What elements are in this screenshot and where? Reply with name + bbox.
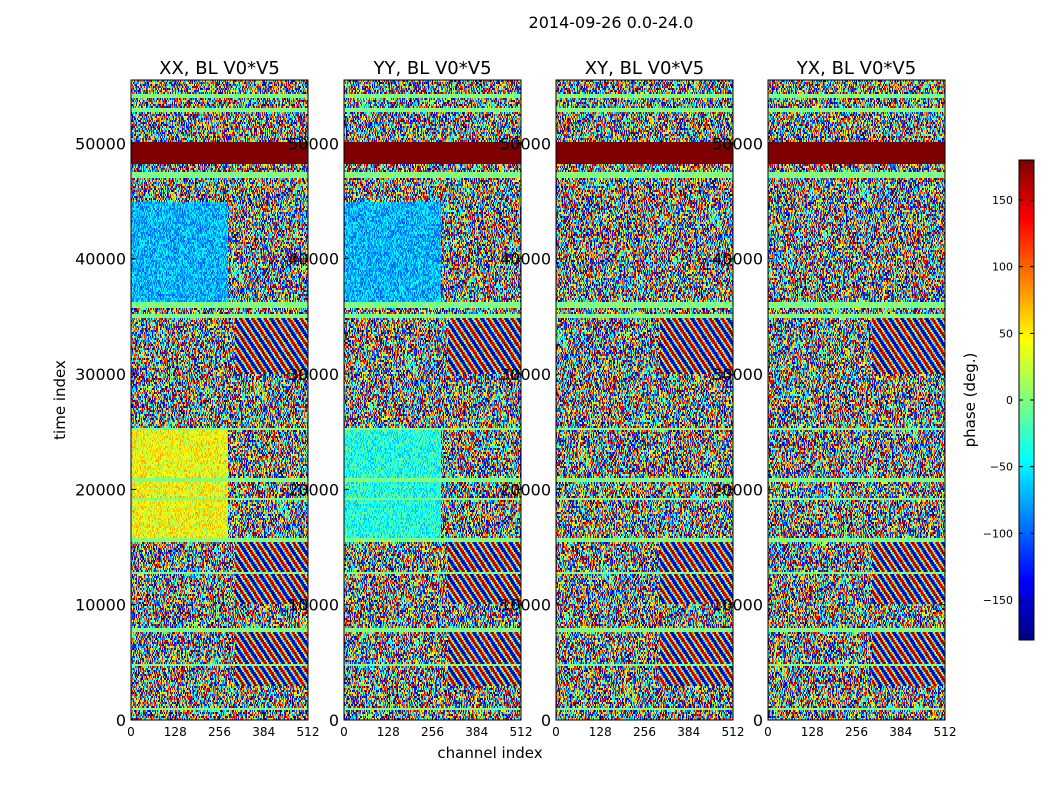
y-tick-label: 20000 <box>500 480 551 499</box>
colorbar-tick-label: 150 <box>992 194 1013 207</box>
panel-4: YX, BL V0*V5 0 128 256 384 512 0 10000 20000 3000… <box>712 58 956 739</box>
y-tick-label: 30000 <box>288 365 339 384</box>
x-tick-label: 384 <box>252 725 275 739</box>
x-tick-label: 128 <box>377 725 400 739</box>
x-tick-label: 384 <box>677 725 700 739</box>
chart-title: 2014-09-26 0.0-24.0 <box>529 13 694 32</box>
y-tick-label: 30000 <box>712 365 763 384</box>
y-tick-label: 40000 <box>75 250 126 269</box>
y-tick-label: 50000 <box>500 134 551 153</box>
x-tick-label: 0 <box>764 725 772 739</box>
y-tick-label: 10000 <box>712 596 763 615</box>
panel-title: XY, BL V0*V5 <box>585 58 704 79</box>
y-tick-label: 0 <box>753 711 763 730</box>
y-tick-label: 10000 <box>500 596 551 615</box>
colorbar-tick-label: 100 <box>992 261 1013 274</box>
y-tick-label: 0 <box>116 711 126 730</box>
colorbar-tick-label: 50 <box>999 327 1013 340</box>
y-tick-label: 20000 <box>288 480 339 499</box>
y-tick-label: 40000 <box>712 250 763 269</box>
x-tick-label: 0 <box>127 725 135 739</box>
x-tick-label: 256 <box>633 725 656 739</box>
x-tick-label: 128 <box>801 725 824 739</box>
colorbar: −150 −100 −50 0 50 100 150 phase (deg.) <box>961 159 1035 641</box>
x-axis-label: channel index <box>437 744 542 762</box>
colorbar-label: phase (deg.) <box>961 353 979 448</box>
panel-title: XX, BL V0*V5 <box>159 58 280 79</box>
y-tick-label: 20000 <box>712 480 763 499</box>
x-tick-label: 0 <box>340 725 348 739</box>
y-tick-label: 40000 <box>288 250 339 269</box>
y-tick-label: 50000 <box>75 134 126 153</box>
colorbar-tick-label: 0 <box>1006 394 1013 407</box>
y-tick-label: 50000 <box>288 134 339 153</box>
y-axis-label: time index <box>51 360 69 440</box>
x-tick-label: 512 <box>934 725 957 739</box>
x-tick-label: 512 <box>722 725 745 739</box>
x-tick-label: 128 <box>589 725 612 739</box>
y-tick-label: 0 <box>329 711 339 730</box>
y-tick-label: 30000 <box>500 365 551 384</box>
y-tick-label: 30000 <box>75 365 126 384</box>
x-tick-label: 256 <box>421 725 444 739</box>
panel-title: YY, BL V0*V5 <box>372 58 491 79</box>
panels-group: XX, BL V0*V5 0 128 256 384 512 0 10000 20000 3000… <box>75 58 956 739</box>
x-tick-label: 384 <box>465 725 488 739</box>
x-tick-label: 384 <box>889 725 912 739</box>
heatmap-image <box>344 80 521 720</box>
x-tick-label: 256 <box>845 725 868 739</box>
colorbar-tick-label: −50 <box>990 461 1013 474</box>
panel-2: YY, BL V0*V5 0 128 256 384 512 0 10000 20000 3000… <box>288 58 532 739</box>
x-tick-label: 256 <box>208 725 231 739</box>
heatmap-image <box>556 80 733 720</box>
heatmap-image <box>768 80 945 720</box>
y-tick-label: 50000 <box>712 134 763 153</box>
x-tick-label: 512 <box>297 725 320 739</box>
colorbar-tick-label: −100 <box>983 527 1013 540</box>
x-tick-label: 0 <box>552 725 560 739</box>
x-tick-label: 128 <box>164 725 187 739</box>
y-tick-label: 10000 <box>288 596 339 615</box>
panel-title: YX, BL V0*V5 <box>796 58 916 79</box>
y-tick-label: 40000 <box>500 250 551 269</box>
heatmap-image <box>131 80 308 720</box>
y-tick-label: 10000 <box>75 596 126 615</box>
panel-1: XX, BL V0*V5 0 128 256 384 512 0 10000 20000 3000… <box>75 58 319 739</box>
x-tick-label: 512 <box>510 725 533 739</box>
colorbar-tick-label: −150 <box>983 594 1013 607</box>
y-tick-label: 0 <box>541 711 551 730</box>
y-tick-label: 20000 <box>75 480 126 499</box>
panel-3: XY, BL V0*V5 0 128 256 384 512 0 10000 20000 3000… <box>500 58 744 739</box>
